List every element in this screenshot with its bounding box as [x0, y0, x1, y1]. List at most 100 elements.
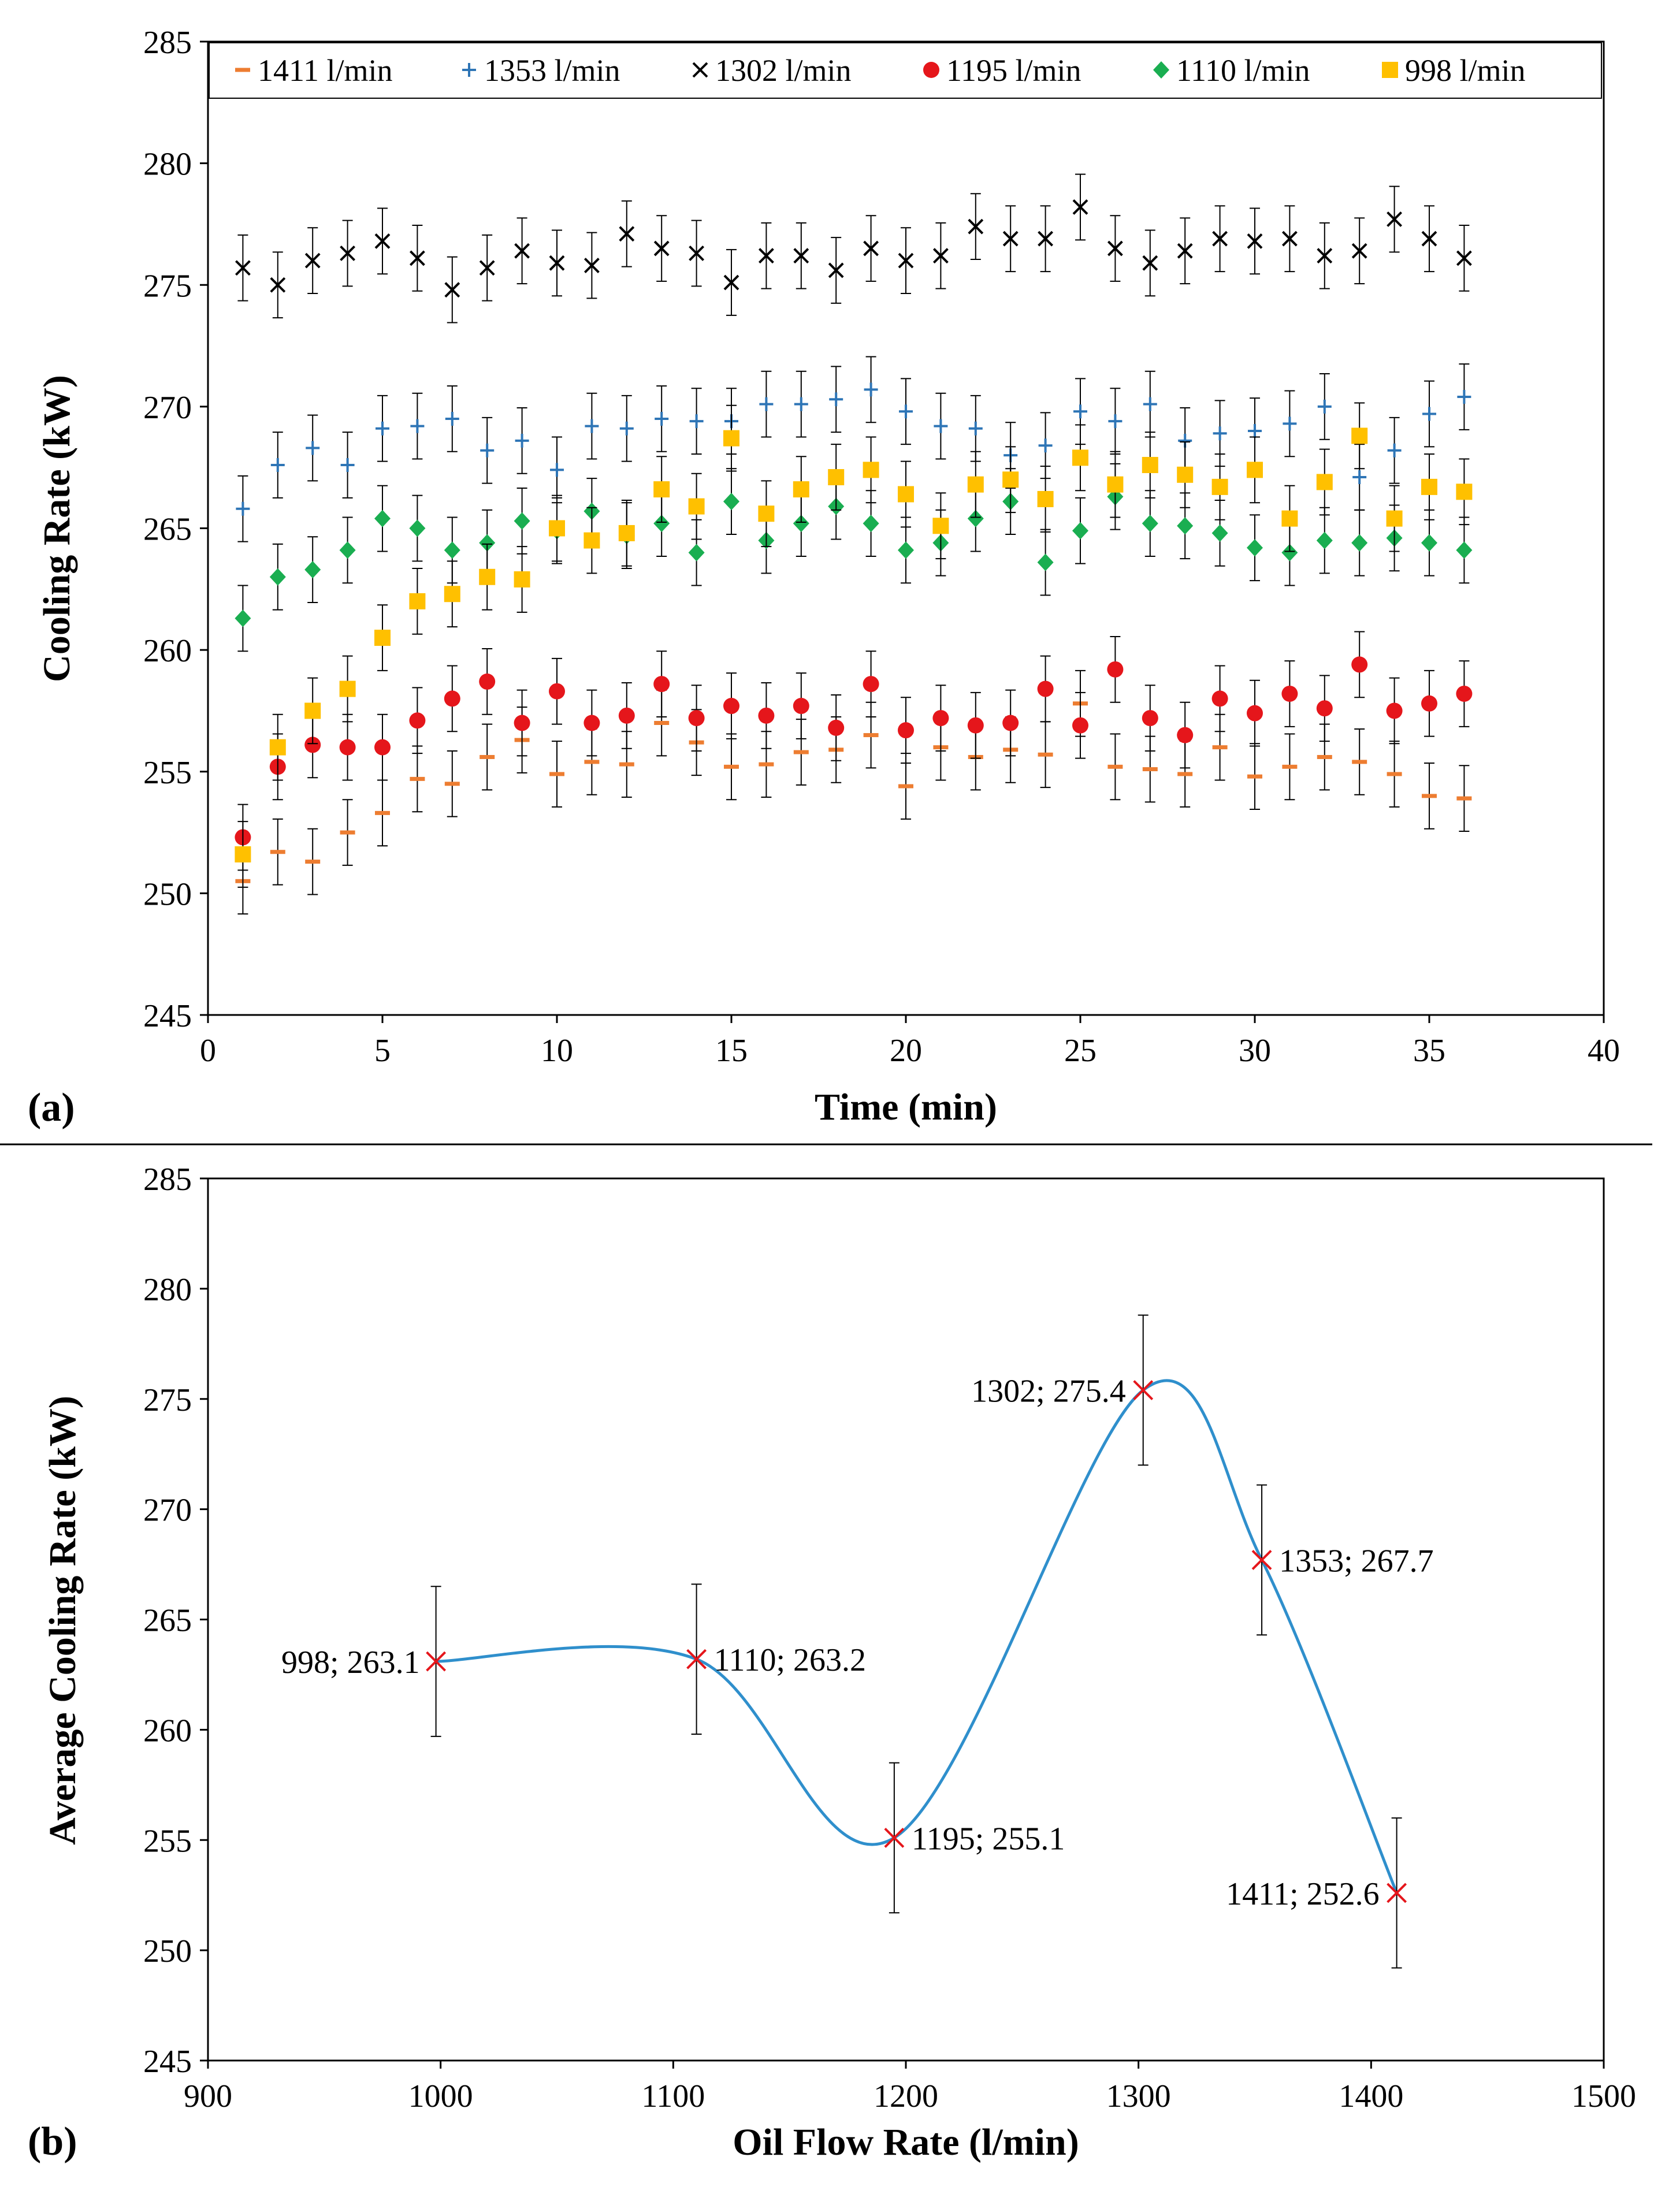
data-point	[1247, 539, 1263, 557]
data-point	[1351, 534, 1368, 552]
x-tick-label: 25	[1064, 1033, 1097, 1069]
data-point	[1387, 211, 1403, 227]
data-point	[376, 421, 389, 436]
data-point	[374, 233, 391, 249]
data-point	[339, 680, 356, 697]
legend-label: 1411 l/min	[258, 53, 393, 88]
data-point	[583, 532, 600, 549]
data-point	[444, 282, 460, 298]
x-tick-label: 1200	[874, 2078, 938, 2114]
y-axis-title-a: Cooling Rate (kW)	[36, 375, 78, 682]
data-point	[723, 698, 739, 715]
data-point	[688, 544, 705, 561]
data-point	[444, 782, 460, 786]
data-point	[758, 505, 775, 522]
data-point	[426, 1651, 447, 1672]
data-point	[1247, 774, 1262, 779]
y-tick-label: 265	[143, 1603, 192, 1639]
data-point	[653, 676, 670, 693]
y-tick-label: 260	[143, 633, 192, 669]
data-point	[793, 750, 809, 754]
data-point	[619, 226, 635, 242]
data-point	[863, 733, 879, 738]
x-tick-label: 15	[715, 1033, 748, 1069]
data-point	[409, 593, 426, 609]
data-point	[688, 710, 705, 727]
data-point	[828, 719, 845, 736]
data-point	[899, 404, 913, 419]
data-point	[1037, 490, 1054, 507]
data-point	[479, 568, 496, 585]
legend-label: 998 l/min	[1405, 53, 1526, 88]
data-point	[1422, 794, 1437, 798]
legend-marker	[692, 62, 708, 78]
y-tick-label: 270	[143, 390, 192, 426]
data-point	[1283, 416, 1297, 431]
legend-marker	[1382, 62, 1398, 78]
data-point	[619, 421, 634, 436]
y-tick-label: 280	[143, 1272, 192, 1308]
data-point	[619, 762, 634, 767]
data-point	[934, 419, 948, 433]
data-point	[410, 419, 425, 433]
y-tick-label: 275	[143, 268, 192, 304]
data-point	[828, 262, 844, 278]
data-point	[1107, 764, 1123, 769]
x-tick-label: 900	[184, 2078, 232, 2114]
data-label: 1411; 252.6	[1226, 1876, 1379, 1912]
y-tick-label: 260	[143, 1713, 192, 1749]
x-tick-label: 1400	[1339, 2078, 1403, 2114]
data-point	[898, 541, 914, 559]
data-point	[793, 248, 809, 264]
data-point	[1352, 470, 1367, 485]
data-point	[1386, 510, 1403, 527]
x-tick-label: 30	[1239, 1033, 1271, 1069]
y-tick-label: 275	[143, 1382, 192, 1418]
x-tick-label: 10	[541, 1033, 573, 1069]
data-point	[515, 433, 529, 448]
data-point	[1247, 705, 1263, 722]
data-point	[1457, 390, 1471, 404]
data-point	[584, 760, 600, 764]
y-tick-label: 255	[143, 1823, 192, 1859]
data-point	[1038, 752, 1053, 757]
data-point	[758, 248, 774, 264]
data-point	[479, 673, 496, 690]
x-tick-label: 35	[1413, 1033, 1445, 1069]
panel-a-marks	[235, 173, 1473, 915]
data-point	[1316, 474, 1333, 490]
panel-a-x-ticks: 0 5 10 15 20 25 30 35 40	[200, 1015, 1620, 1069]
legend-marker	[462, 63, 476, 77]
data-point	[863, 462, 879, 478]
data-point	[968, 218, 984, 235]
data-point	[549, 255, 565, 271]
data-point	[1248, 424, 1262, 438]
data-point	[1142, 255, 1158, 271]
legend-marker	[235, 68, 250, 72]
legend-label: 1110 l/min	[1176, 53, 1310, 88]
data-point	[444, 541, 460, 559]
data-point	[1456, 250, 1472, 266]
data-point	[549, 683, 565, 700]
legend-label: 1195 l/min	[946, 53, 1081, 88]
data-point	[1038, 230, 1054, 247]
data-point	[1072, 522, 1088, 540]
data-point	[967, 717, 984, 734]
y-tick-label: 270	[143, 1493, 192, 1529]
data-point	[1002, 471, 1019, 488]
data-point	[340, 458, 355, 472]
data-point	[1281, 685, 1298, 702]
data-point	[1142, 515, 1158, 533]
data-point	[235, 846, 251, 862]
data-point	[374, 739, 391, 756]
data-point	[689, 246, 705, 261]
data-point	[1421, 230, 1437, 247]
data-point	[1421, 478, 1437, 495]
legend-label: 1353 l/min	[484, 53, 620, 88]
data-point	[1177, 727, 1194, 743]
data-label: 1353; 267.7	[1279, 1543, 1434, 1579]
data-point	[444, 586, 460, 603]
data-point	[689, 414, 704, 429]
data-point	[686, 1649, 707, 1669]
